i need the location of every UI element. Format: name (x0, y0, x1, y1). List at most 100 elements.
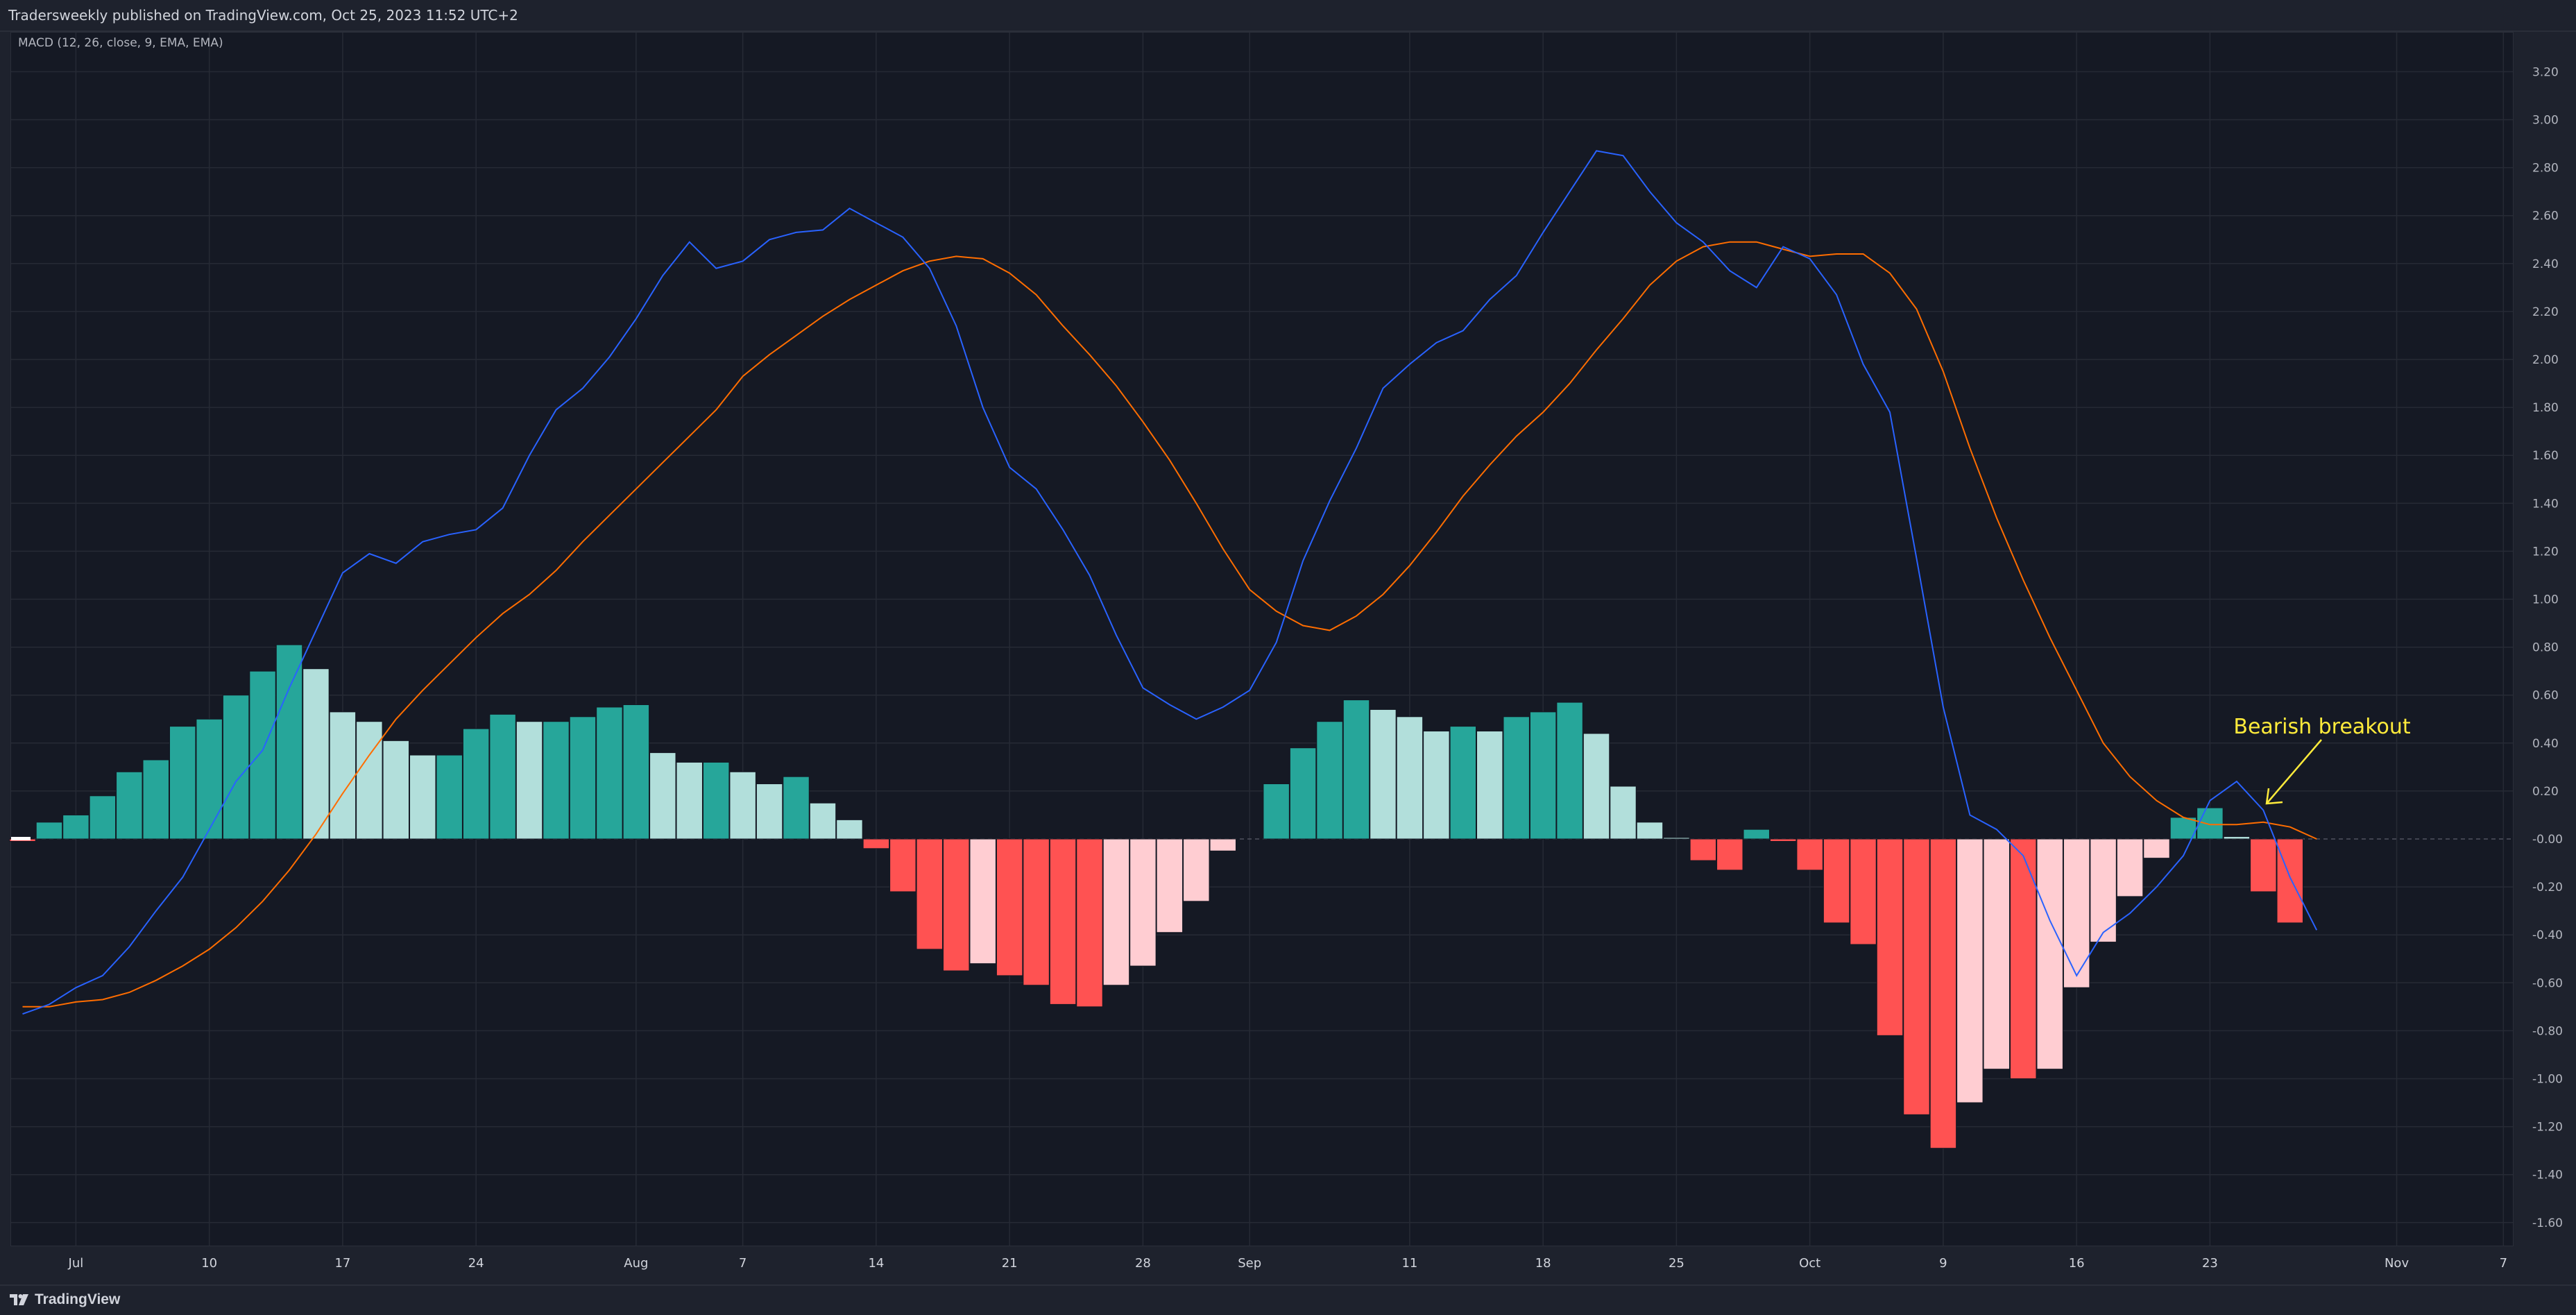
histogram-bar (889, 838, 916, 892)
price-axis[interactable]: 3.20 3.00 2.80 2.60 2.40 2.20 2.00 1.80 1.60 1.40… (2532, 65, 2563, 1230)
histogram-bar (1316, 721, 1343, 840)
annotation-text[interactable]: Bearish breakout (2233, 715, 2411, 739)
x-tick-label[interactable]: 18 (1535, 1256, 1551, 1271)
macd-line (22, 150, 2318, 1015)
y-tick-label[interactable]: 1.40 (2532, 497, 2559, 511)
histogram-bar (2276, 838, 2303, 924)
x-tick-label[interactable]: 28 (1135, 1256, 1151, 1271)
histogram-bar (329, 711, 357, 840)
histogram-bar (943, 838, 970, 972)
histogram-bar (2223, 836, 2251, 840)
x-tick-label[interactable]: 14 (868, 1256, 884, 1271)
histogram-bar (249, 670, 276, 840)
y-tick-label[interactable]: 2.80 (2532, 162, 2559, 176)
histogram-bar (1289, 747, 1317, 840)
y-tick-label[interactable]: 0.80 (2532, 641, 2559, 655)
y-tick-label[interactable]: -0.20 (2532, 881, 2563, 894)
y-tick-label[interactable]: 3.00 (2532, 114, 2559, 128)
histogram-bar (1129, 838, 1157, 967)
arrow-icon[interactable] (2265, 739, 2322, 805)
histogram-bar (2169, 817, 2197, 840)
x-tick-label[interactable]: Sep (1238, 1256, 1261, 1271)
x-tick-label[interactable]: Jul (68, 1256, 84, 1271)
histogram (9, 644, 2303, 1149)
x-tick-label[interactable]: 23 (2202, 1256, 2218, 1271)
histogram-bar (1610, 786, 1637, 840)
y-tick-label[interactable]: 2.20 (2532, 305, 2559, 319)
histogram-bar (2010, 838, 2037, 1079)
histogram-bar (35, 822, 63, 840)
histogram-bar (2143, 838, 2170, 859)
y-tick-label[interactable]: -0.60 (2532, 976, 2563, 990)
histogram-bar (2063, 838, 2090, 988)
chart-pane[interactable] (10, 32, 2514, 1246)
histogram-bar (1903, 838, 1930, 1115)
time-axis[interactable]: Jul 10 17 24 Aug 7 14 21 28 Sep 11 18 25 Oct 9 16 23 Nov 7 (68, 1256, 2508, 1271)
histogram-bar (1183, 838, 1210, 902)
histogram-bar (702, 761, 730, 840)
y-tick-label[interactable]: 1.00 (2532, 593, 2559, 607)
annotation[interactable]: Bearish breakout (2233, 715, 2411, 805)
histogram-bar (596, 706, 623, 840)
histogram-bar (382, 740, 410, 840)
x-tick-label[interactable]: Aug (624, 1256, 648, 1271)
y-tick-label[interactable]: 2.40 (2532, 257, 2559, 271)
y-tick-label[interactable]: 1.80 (2532, 401, 2559, 415)
x-tick-label[interactable]: 16 (2069, 1256, 2085, 1271)
y-tick-label[interactable]: -1.20 (2532, 1121, 2563, 1135)
footer-bar: TradingView (0, 1284, 2576, 1315)
x-tick-label[interactable]: 25 (1669, 1256, 1684, 1271)
y-tick-label[interactable]: 1.20 (2532, 545, 2559, 559)
y-tick-label[interactable]: 1.60 (2532, 449, 2559, 463)
x-tick-label[interactable]: 7 (739, 1256, 747, 1271)
x-tick-label[interactable]: 9 (1939, 1256, 1947, 1271)
y-tick-label[interactable]: 0.60 (2532, 689, 2559, 703)
histogram-bar (196, 718, 223, 840)
histogram-bar (1663, 837, 1690, 840)
y-tick-label[interactable]: -0.80 (2532, 1024, 2563, 1038)
y-tick-label[interactable]: -1.40 (2532, 1169, 2563, 1182)
histogram-bar (89, 795, 117, 840)
signal-line (22, 241, 2317, 1008)
histogram-bar (2090, 838, 2117, 943)
y-tick-label[interactable]: 2.60 (2532, 210, 2559, 223)
histogram-bar (436, 754, 463, 840)
histogram-bar (62, 814, 89, 840)
histogram-bar (1983, 838, 2011, 1070)
histogram-bar (1796, 838, 1823, 871)
histogram-bar (1743, 829, 1770, 840)
histogram-bar (1370, 709, 1397, 840)
macd-chart[interactable]: 3.20 3.00 2.80 2.60 2.40 2.20 2.00 1.80 1.60 1.40… (0, 0, 2576, 1284)
y-tick-label[interactable]: 0.20 (2532, 785, 2559, 799)
indicator-label[interactable]: MACD (12, 26, close, 9, EMA, EMA) (18, 36, 223, 50)
histogram-bar (275, 644, 303, 840)
y-tick-label[interactable]: -0.00 (2532, 833, 2563, 847)
y-tick-label[interactable]: -1.00 (2532, 1073, 2563, 1087)
y-tick-label[interactable]: 3.20 (2532, 65, 2559, 79)
y-tick-label[interactable]: 2.00 (2532, 353, 2559, 367)
tradingview-logo-icon (10, 1294, 28, 1305)
histogram-bar (1102, 838, 1130, 986)
x-tick-label[interactable]: Nov (2385, 1256, 2409, 1271)
y-tick-label[interactable]: -1.60 (2532, 1216, 2563, 1230)
x-tick-label[interactable]: 21 (1002, 1256, 1018, 1271)
brand-name: TradingView (35, 1291, 121, 1307)
x-tick-label[interactable]: 17 (334, 1256, 350, 1271)
x-tick-label[interactable]: 10 (201, 1256, 217, 1271)
x-tick-label[interactable]: 24 (468, 1256, 484, 1271)
histogram-bar (1476, 731, 1503, 840)
histogram-bar (1049, 838, 1077, 1005)
histogram-bar (169, 726, 196, 840)
histogram-bar (2250, 838, 2277, 892)
histogram-bar (1342, 699, 1370, 840)
x-tick-label[interactable]: 11 (1401, 1256, 1417, 1271)
histogram-bar (1689, 838, 1717, 861)
brand[interactable]: TradingView (10, 1291, 120, 1308)
histogram-bar (116, 771, 143, 840)
histogram-bar (1956, 838, 1984, 1103)
y-tick-label[interactable]: -0.40 (2532, 928, 2563, 942)
y-tick-label[interactable]: 0.40 (2532, 737, 2559, 751)
x-tick-label[interactable]: 7 (2500, 1256, 2507, 1271)
x-tick-label[interactable]: Oct (1799, 1256, 1820, 1271)
histogram-bar (2036, 838, 2063, 1070)
